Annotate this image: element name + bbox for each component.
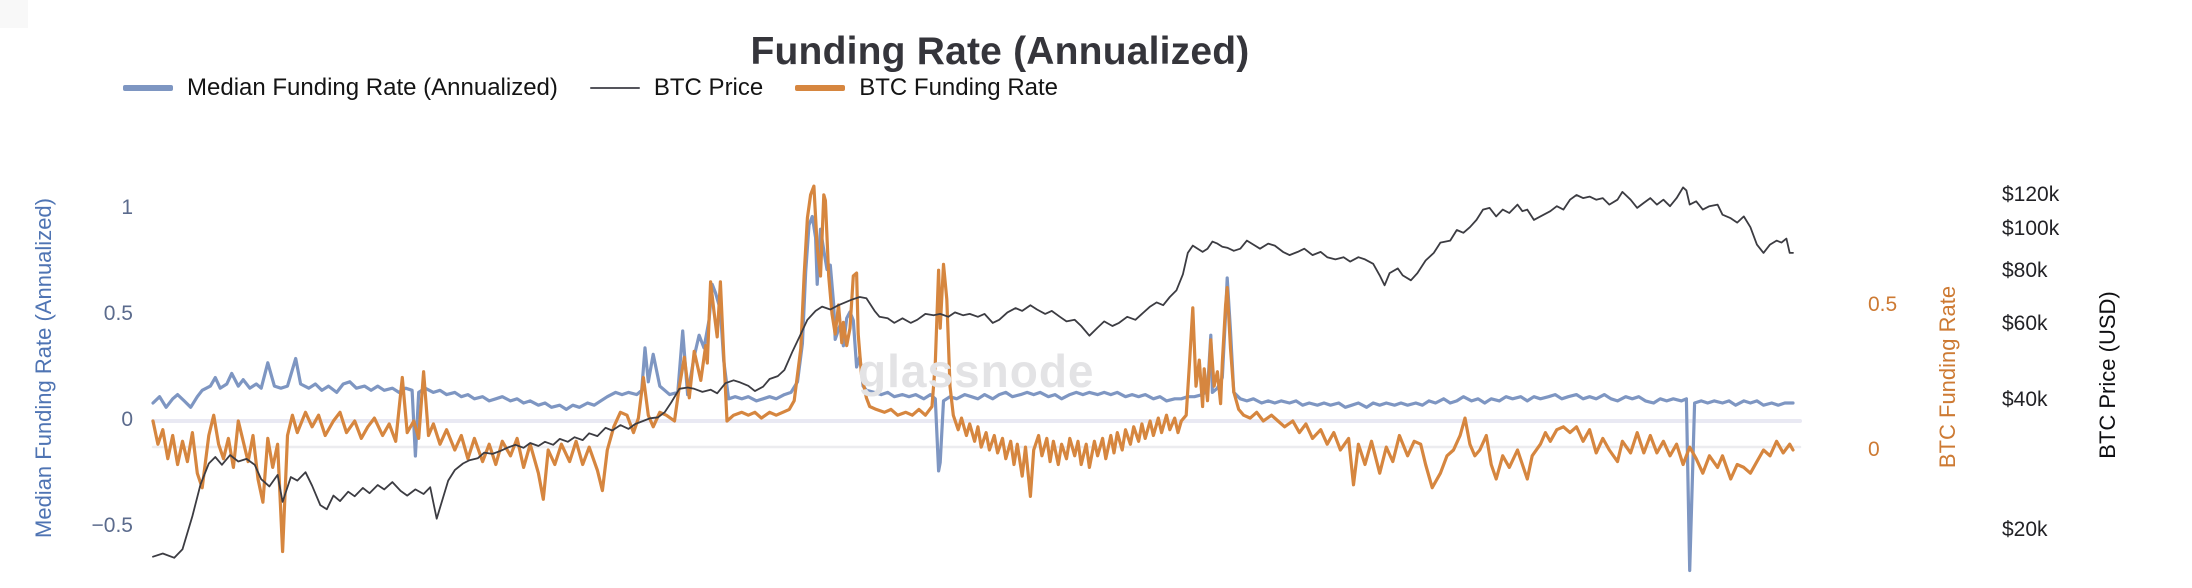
corner-artifact — [0, 0, 28, 28]
legend-item-median-funding-rate[interactable]: Median Funding Rate (Annualized) — [123, 74, 558, 102]
btc-funding-rate-swatch-icon — [795, 85, 846, 91]
btc-price-line[interactable] — [152, 186, 1794, 559]
btc_price_right-tick-120k: $120k — [2002, 183, 2060, 206]
btc-funding-rate-line[interactable] — [151, 184, 1795, 554]
btc_price_right-tick-40k: $40k — [2002, 388, 2048, 412]
btc-price-axis-title: BTC Price (USD) — [2095, 291, 2120, 459]
median-funding-rate-swatch-icon — [123, 85, 173, 91]
left-axis-title: Median Funding Rate (Annualized) — [31, 198, 56, 538]
btc_funding_right-tick-0: 0 — [1868, 438, 1880, 461]
median_funding_left-tick-0.5: −0.5 — [91, 514, 133, 537]
btc_price_right-tick-20k: $20k — [2002, 517, 2048, 541]
btc-price-swatch-icon — [589, 87, 640, 89]
legend-label: BTC Funding Rate — [859, 74, 1059, 101]
btc_price_right-tick-100k: $100k — [2002, 217, 2060, 241]
legend-label: Median Funding Rate (Annualized) — [187, 74, 558, 101]
btc_price_right-tick-80k: $80k — [2002, 258, 2048, 282]
median_funding_left-tick-1: 1 — [121, 196, 133, 219]
legend: Median Funding Rate (Annualized) BTC Pric… — [123, 74, 1058, 102]
median-funding-rate-annualized-line[interactable] — [151, 214, 1795, 573]
chart-title: Funding Rate (Annualized) — [750, 30, 1250, 74]
glassnode-watermark: glassnode — [858, 345, 1095, 397]
median_funding_left-tick-0.5: 0.5 — [103, 302, 133, 325]
legend-item-btc-funding-rate[interactable]: BTC Funding Rate — [795, 74, 1058, 102]
btc_funding_right-tick-0.5: 0.5 — [1868, 293, 1898, 316]
legend-label: BTC Price — [653, 74, 764, 101]
btc_price_right-tick-60k: $60k — [2002, 312, 2048, 336]
legend-item-btc-price[interactable]: BTC Price — [589, 74, 764, 102]
median_funding_left-tick-0: 0 — [121, 408, 133, 431]
btc-funding-rate-axis-title: BTC Funding Rate — [1935, 285, 1960, 469]
